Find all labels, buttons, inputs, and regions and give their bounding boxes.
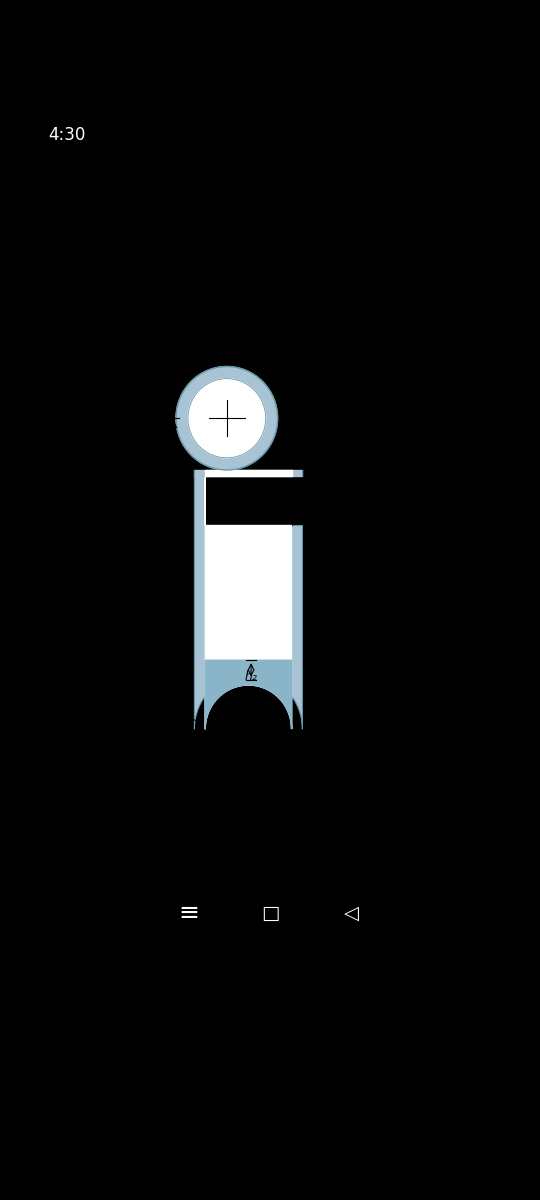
Text: □: □ [261, 904, 279, 923]
Text: Water: Water [297, 484, 332, 497]
Text: 4:30: 4:30 [49, 126, 86, 144]
Text: Pipe (section view): Pipe (section view) [310, 356, 422, 370]
Text: ◁: ◁ [343, 904, 359, 923]
Circle shape [176, 366, 278, 470]
Text: h₁: h₁ [156, 542, 168, 556]
Text: h₁ = 16 in.  and h₂ = 2 in.: h₁ = 16 in. and h₂ = 2 in. [16, 407, 212, 421]
Text: A) in pounds per square inch when the temperature is 70°F with: A) in pounds per square inch when the te… [16, 367, 509, 382]
Text: PROBLEM 3.31: PROBLEM 3.31 [207, 804, 333, 818]
Polygon shape [205, 660, 292, 728]
Circle shape [188, 379, 266, 458]
Text: Determine the gage pressure at the center of the pipe (point: Determine the gage pressure at the cente… [50, 328, 522, 342]
Polygon shape [205, 476, 292, 728]
Text: Mercury: Mercury [81, 703, 129, 716]
Text: ≡: ≡ [179, 901, 199, 925]
Text: h₂: h₂ [245, 670, 258, 683]
Text: 3.31: 3.31 [16, 328, 53, 342]
Polygon shape [194, 476, 302, 728]
Text: A: A [293, 397, 301, 407]
